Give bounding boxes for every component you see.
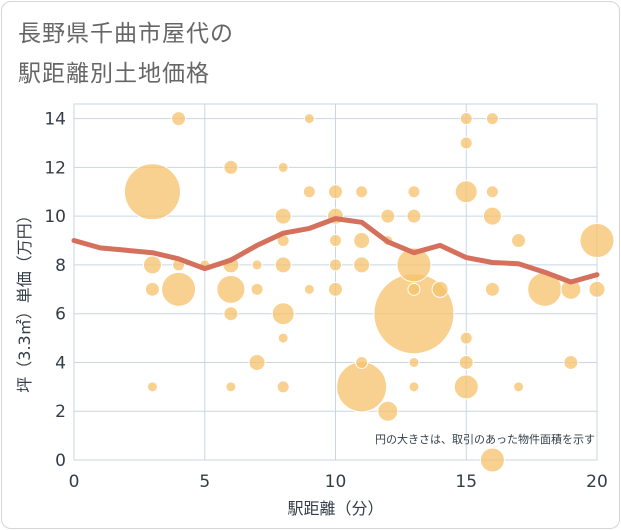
- bubble-point: [225, 381, 237, 393]
- bubble-point: [223, 159, 239, 175]
- y-tick-label: 4: [55, 353, 66, 373]
- bubble-point: [579, 223, 615, 259]
- bubble-point: [482, 206, 502, 226]
- bubble-point: [146, 381, 158, 393]
- tick-labels: 0 5 10 15 20 0 2 4 6 8 10 12 14: [44, 110, 607, 492]
- bubble-point: [274, 207, 292, 225]
- bubble-point: [459, 112, 473, 126]
- bubble-point: [277, 332, 289, 344]
- bubble-point: [355, 355, 369, 369]
- bubble-point: [355, 185, 369, 199]
- chart-title-line2: 駅距離別土地価格: [18, 61, 210, 87]
- bubble-point: [485, 185, 499, 199]
- bubble-point: [485, 112, 499, 126]
- y-tick-label: 12: [44, 158, 66, 178]
- bubble-point: [459, 331, 473, 345]
- bubble-point: [328, 281, 343, 297]
- bubble-point: [407, 282, 421, 296]
- bubble-point: [353, 232, 371, 250]
- bubble-point: [560, 278, 582, 300]
- bubble-point: [250, 282, 264, 296]
- bubble-point: [123, 163, 181, 221]
- bubble-point: [407, 185, 421, 199]
- bubble-point: [216, 274, 246, 304]
- bubble-point: [408, 381, 420, 393]
- bubble-point: [353, 256, 371, 274]
- bubble-point: [142, 255, 162, 275]
- bubble-point: [431, 280, 449, 298]
- bubble-point: [303, 283, 315, 295]
- y-tick-label: 0: [55, 451, 66, 471]
- bubble-point: [248, 353, 266, 371]
- x-axis-label: 駅距離（分）: [287, 499, 383, 518]
- bubble-point: [251, 259, 263, 271]
- bubble-point: [458, 354, 474, 370]
- bubble-point: [396, 247, 432, 283]
- x-tick-label: 0: [69, 472, 80, 492]
- bubble-point: [454, 180, 478, 204]
- x-tick-label: 5: [199, 472, 210, 492]
- bubble-point: [302, 185, 316, 199]
- bubble-point: [171, 111, 187, 127]
- bubble-point: [511, 233, 527, 249]
- bubble-point: [144, 281, 160, 297]
- x-tick-label: 15: [455, 472, 477, 492]
- bubble-layer: [123, 111, 615, 473]
- bubble-point: [380, 208, 396, 224]
- bubble-point: [563, 354, 579, 370]
- y-tick-label: 8: [55, 256, 66, 276]
- bubble-point: [277, 161, 289, 173]
- x-tick-label: 10: [325, 472, 347, 492]
- bubble-point: [223, 306, 239, 322]
- bubble-point: [329, 234, 342, 248]
- y-tick-label: 10: [44, 207, 66, 227]
- bubble-point: [453, 374, 479, 400]
- y-tick-label: 6: [55, 305, 66, 325]
- bubble-point: [276, 380, 290, 394]
- bubble-point: [406, 208, 422, 224]
- bubble-point: [303, 113, 315, 125]
- bubble-point: [161, 271, 197, 307]
- x-tick-label: 20: [586, 472, 608, 492]
- bubble-point: [408, 356, 420, 368]
- trend-line: [71, 216, 600, 285]
- bubble-point: [588, 280, 606, 298]
- bubble-point: [484, 281, 500, 297]
- y-tick-label: 14: [44, 110, 66, 130]
- bubble-point: [336, 361, 388, 413]
- bubble-point: [328, 184, 343, 200]
- bubble-point: [271, 302, 295, 326]
- trend-layer: [71, 216, 600, 285]
- bubble-point: [459, 136, 473, 150]
- bubble-point: [329, 258, 342, 272]
- bubble-size-note: 円の大きさは、取引のあった物件面積を示す: [375, 432, 595, 446]
- bubble-point: [274, 256, 292, 274]
- bubble-point: [479, 447, 505, 473]
- y-tick-label: 2: [55, 402, 66, 422]
- chart-title-line1: 長野県千曲市屋代の: [18, 21, 234, 47]
- bubble-point: [513, 381, 525, 393]
- y-axis-label: 坪（3.3㎡）単価（万円）: [15, 207, 34, 392]
- bubble-point: [377, 400, 399, 422]
